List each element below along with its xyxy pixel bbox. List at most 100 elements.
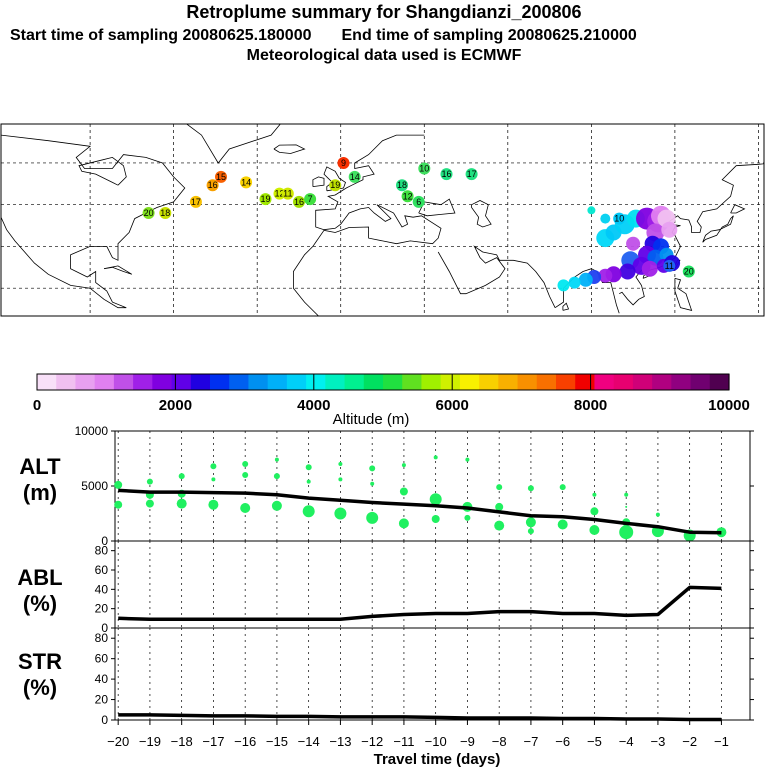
cluster-label: 9 (341, 158, 346, 168)
colorbar-ticks: 0 2000 4000 6000 8000 10000 (33, 374, 750, 414)
colorbar-cell (690, 374, 711, 390)
cluster-marker (189, 195, 202, 208)
plume-blob (621, 251, 640, 270)
x-tick-label: −14 (298, 734, 320, 749)
series-line (118, 713, 722, 722)
cluster-point (401, 463, 406, 468)
cluster-point (496, 484, 503, 491)
colorbar-cell (344, 374, 365, 390)
cluster-marker (304, 193, 317, 206)
cluster-point (495, 502, 504, 511)
x-tick-label: −6 (555, 734, 570, 749)
y-tick-label: 60 (95, 563, 109, 577)
india-east-coast (554, 268, 620, 314)
cluster-marker (396, 179, 408, 192)
x-tick-label: −19 (139, 734, 161, 749)
colorbar-cell (325, 374, 346, 390)
y-tick-label: 0 (101, 621, 108, 635)
plume-blob (641, 260, 658, 277)
plume-blob (578, 272, 593, 287)
cluster-point (527, 485, 534, 492)
cluster-point (242, 472, 249, 478)
colorbar-tick-label: 8000 (574, 397, 607, 414)
colorbar-cell (286, 374, 307, 390)
cluster-point (178, 473, 185, 480)
japan-coast (702, 215, 734, 243)
y-tick-label: 0 (101, 713, 108, 727)
cluster-point (274, 457, 279, 462)
cluster-point (338, 462, 343, 466)
cluster-point (716, 527, 727, 538)
taiwan-coast (674, 259, 681, 269)
x-tick-label: −16 (234, 734, 256, 749)
cluster-label: 19 (260, 194, 270, 204)
colorbar-cell (363, 374, 384, 390)
cluster-label: 16 (208, 180, 218, 190)
abl-label: ABL (17, 565, 62, 590)
plume-blob (626, 236, 641, 251)
europe-africa-coast (292, 134, 442, 316)
x-axis-label: Travel time (days) (374, 751, 501, 768)
cluster-point (177, 489, 186, 498)
colorbar-cell (383, 374, 403, 390)
plume-blob (644, 235, 661, 252)
alt-label: ALT (19, 454, 61, 479)
colorbar-cell (652, 374, 672, 390)
colorbar-cell (229, 374, 250, 390)
str-unit: (%) (23, 675, 57, 700)
cluster-label: 16 (441, 169, 451, 179)
plume-blob (626, 209, 645, 228)
colorbar-cell (594, 374, 615, 390)
plume-blob (651, 205, 671, 226)
x-tick-label: −13 (329, 734, 351, 749)
x-tick-label: −9 (460, 734, 475, 749)
x-tick-label: −1 (714, 734, 729, 749)
hokkaido-coast (730, 204, 746, 214)
end-time: End time of sampling 20080625.210000 (341, 27, 637, 44)
y-tick-label: 20 (95, 693, 109, 707)
cluster-marker (206, 179, 219, 192)
plume-blob (587, 206, 596, 215)
colorbar-cell (75, 374, 96, 390)
cluster-point (625, 505, 628, 508)
cluster-label: 17 (467, 169, 477, 179)
cluster-point (589, 525, 600, 535)
cluster-marker (440, 168, 453, 181)
colorbar-cell (517, 374, 538, 390)
cluster-label: 11 (283, 189, 292, 199)
x-tick-label: −3 (651, 734, 666, 749)
plume-blob (647, 249, 664, 266)
x-axis: −20 −19 −18 −17 −16 −15 −14 −13 −12 −11 −10 −9 −8 −7 −… (107, 720, 729, 749)
colorbar-cells (37, 374, 730, 390)
abl-panel: 0 20 40 60 80 (95, 540, 754, 635)
plume-blob (661, 221, 678, 238)
cluster-point (398, 518, 409, 529)
cluster-point (211, 477, 216, 482)
colorbar-cell (536, 374, 557, 390)
x-tick-label: −10 (425, 734, 447, 749)
y-tick-label: 20 (95, 602, 109, 616)
colorbar-cell (479, 374, 499, 390)
colorbar-tick-label: 4000 (297, 397, 330, 414)
cluster-point (302, 505, 315, 518)
str-label: STR (18, 649, 62, 674)
colorbar-cell (440, 374, 461, 390)
plume-blob (596, 229, 615, 248)
plume-track (557, 205, 681, 292)
plume-blob (557, 279, 570, 292)
colorbar-frame (36, 373, 730, 391)
plume-blob (614, 214, 635, 235)
iceland-coast (273, 144, 306, 154)
cluster-marker (259, 193, 272, 206)
panel-frame (114, 540, 751, 629)
cluster-label: 19 (330, 180, 340, 190)
sri-lanka-coast (562, 302, 570, 311)
cluster-label: 15 (216, 172, 226, 182)
cluster-point (590, 507, 599, 516)
met-data-subtitle: Meteorological data used is ECMWF (246, 47, 522, 64)
series-line (118, 488, 722, 535)
cluster-label: 12 (403, 191, 413, 201)
x-tick-label: −17 (202, 734, 224, 749)
colorbar-cell (306, 374, 326, 390)
